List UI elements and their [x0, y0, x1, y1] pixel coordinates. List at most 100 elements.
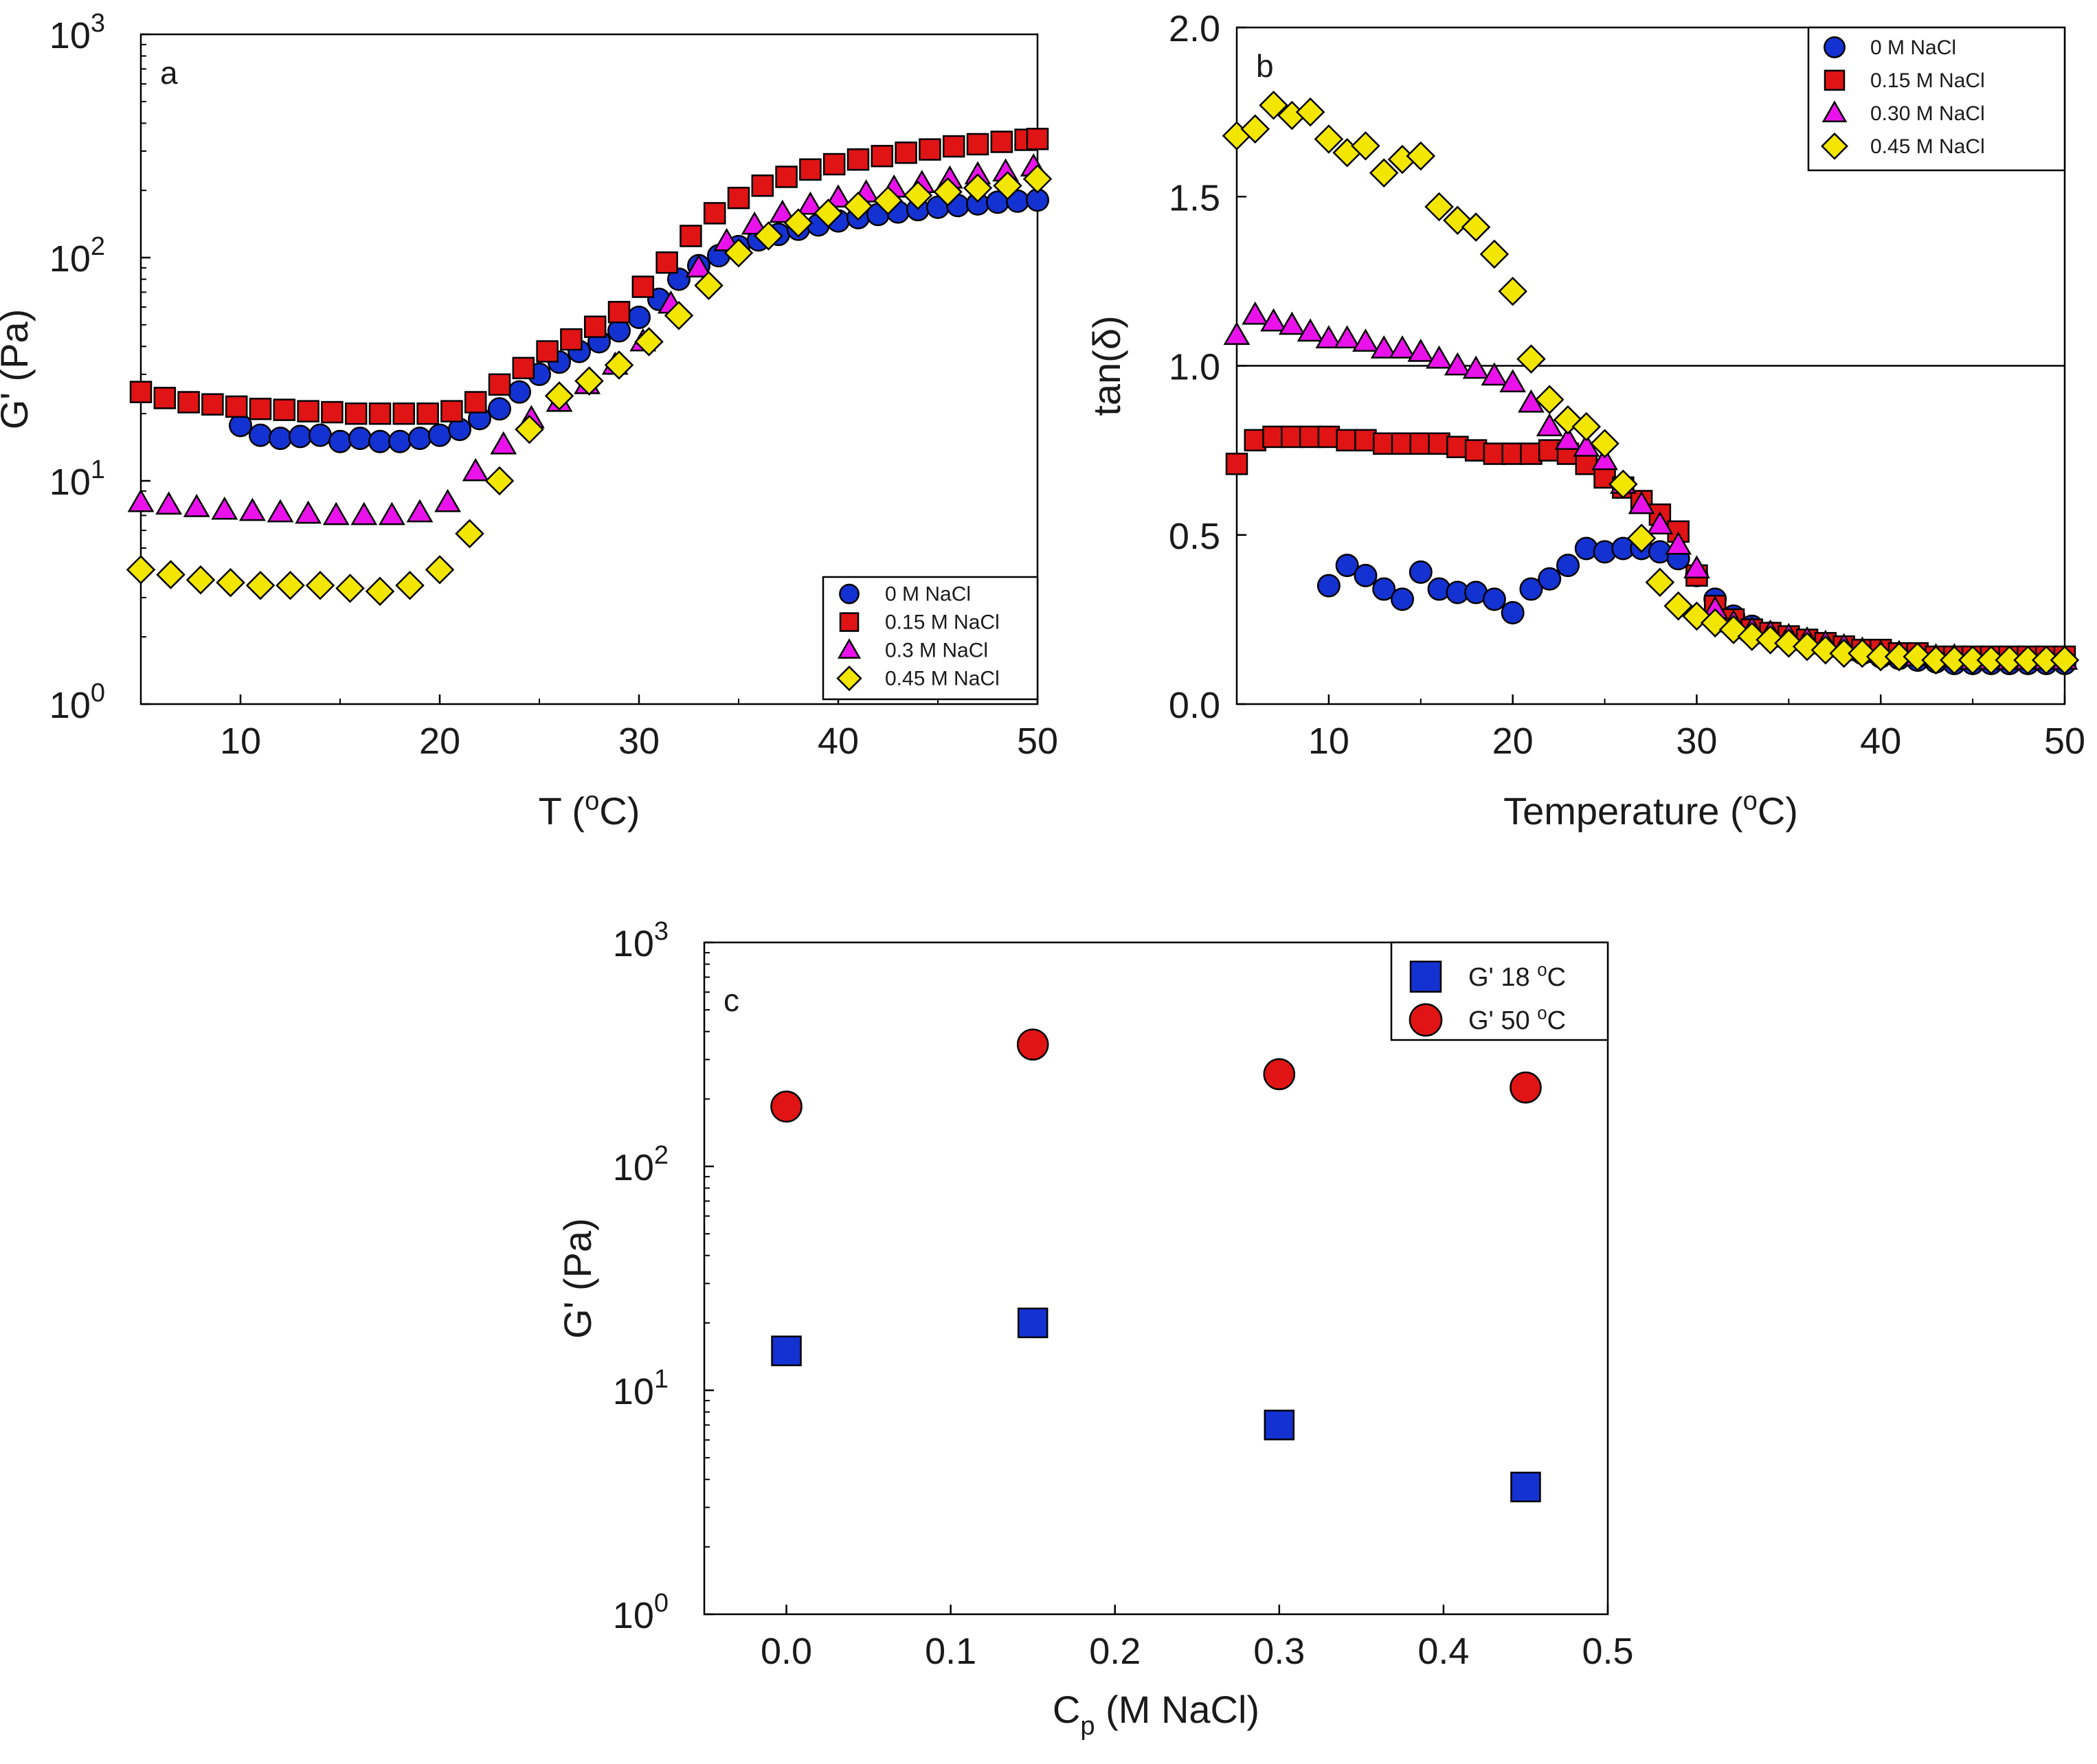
- data-point: [395, 571, 425, 600]
- legend-marker: [837, 638, 862, 659]
- legend-label: 0.15 M NaCl: [885, 611, 1000, 634]
- y-axis-title: G' (Pa): [0, 309, 36, 430]
- data-point: [276, 571, 305, 600]
- data-point: [211, 496, 238, 520]
- x-tick-label: 0.1: [925, 1631, 976, 1672]
- data-point: [1461, 212, 1491, 242]
- data-point: [799, 158, 822, 181]
- data-point: [1389, 335, 1416, 359]
- series-c-1: [770, 1028, 1542, 1123]
- data-point: [963, 173, 993, 203]
- data-point: [428, 423, 451, 447]
- data-point: [754, 221, 783, 251]
- data-point: [903, 181, 933, 210]
- data-point: [873, 185, 903, 216]
- label-part: G' 50: [1468, 1006, 1537, 1035]
- data-point: [1351, 131, 1380, 161]
- data-point: [1424, 192, 1454, 222]
- data-point: [464, 391, 487, 414]
- legend-marker: [1824, 69, 1846, 91]
- data-point: [1499, 369, 1527, 393]
- data-point: [1336, 429, 1358, 452]
- data-point: [1406, 141, 1436, 171]
- data-point: [1792, 632, 1822, 662]
- data-point: [664, 301, 694, 330]
- data-point: [1370, 335, 1398, 359]
- data-point: [155, 491, 183, 515]
- data-point: [1810, 635, 1841, 665]
- data-point: [993, 171, 1022, 201]
- data-point: [604, 350, 634, 380]
- data-point: [1628, 490, 1655, 514]
- label-subscript: p: [1080, 1712, 1095, 1741]
- y-tick-label: 1.0: [1169, 347, 1220, 388]
- data-point: [335, 574, 365, 603]
- data-point: [1608, 469, 1638, 499]
- label-superscript: o: [1743, 787, 1758, 816]
- data-point: [245, 571, 276, 600]
- data-point: [822, 152, 846, 176]
- data-point: [305, 571, 335, 600]
- data-point: [825, 184, 852, 208]
- data-point: [1278, 311, 1305, 335]
- data-point: [186, 565, 216, 595]
- data-point: [1259, 91, 1288, 120]
- data-point: [2050, 645, 2080, 675]
- tick-exponent: 3: [654, 917, 669, 946]
- data-point: [378, 501, 405, 525]
- data-point: [1575, 453, 1598, 475]
- data-point: [490, 431, 517, 455]
- data-point: [846, 148, 870, 171]
- data-point: [512, 357, 535, 380]
- data-point: [249, 398, 272, 420]
- data-point: [1409, 432, 1433, 455]
- legend-marker: [1409, 960, 1442, 993]
- y-tick-label: 1.5: [1169, 177, 1220, 218]
- data-point: [1316, 574, 1341, 598]
- data-point: [1590, 429, 1619, 459]
- data-point: [273, 398, 296, 421]
- data-point: [1534, 385, 1565, 415]
- data-point: [560, 328, 583, 351]
- label-part: C: [1547, 1006, 1566, 1035]
- legend-label: 0.15 M NaCl: [1870, 69, 1985, 92]
- data-point: [1462, 355, 1490, 379]
- data-point: [269, 427, 292, 451]
- data-point: [1903, 642, 1933, 672]
- data-point: [350, 501, 378, 525]
- data-point: [1683, 555, 1710, 578]
- x-axis-title: T (oC): [539, 787, 640, 833]
- data-point: [1372, 577, 1396, 601]
- panel-letter: c: [724, 982, 739, 1018]
- x-tick-label: 20: [1492, 721, 1534, 762]
- data-point: [919, 138, 941, 161]
- x-tick-label: 10: [1308, 721, 1349, 762]
- data-point: [153, 387, 177, 409]
- series-a-1: [129, 128, 1049, 425]
- data-point: [1498, 276, 1527, 306]
- data-point: [1774, 629, 1804, 658]
- data-point: [1369, 158, 1399, 188]
- x-axis-title: Temperature (oC): [1503, 787, 1798, 833]
- data-point: [574, 366, 604, 396]
- tick-base: 10: [49, 238, 91, 280]
- y-tick-label: 102: [49, 232, 105, 280]
- y-tick-label: 0.5: [1169, 516, 1220, 557]
- data-point: [1017, 1307, 1048, 1339]
- data-point: [1264, 1410, 1295, 1440]
- data-point: [775, 166, 798, 188]
- data-point: [1446, 436, 1469, 458]
- x-tick-label: 0.0: [761, 1631, 812, 1672]
- data-point: [1426, 345, 1453, 369]
- x-axis-title: Cp (M NaCl): [1053, 1688, 1259, 1741]
- plot-frame: [703, 941, 1609, 1616]
- legend-label: 0.45 M NaCl: [1870, 135, 1985, 158]
- legend-marker: [1821, 100, 1848, 122]
- tick-exponent: 3: [91, 9, 105, 38]
- x-tick-label: 0.4: [1417, 1631, 1469, 1672]
- x-tick-label: 50: [1017, 721, 1058, 762]
- data-point: [1510, 1071, 1542, 1104]
- data-point: [392, 402, 416, 425]
- data-point: [321, 400, 344, 424]
- data-point: [1737, 622, 1767, 651]
